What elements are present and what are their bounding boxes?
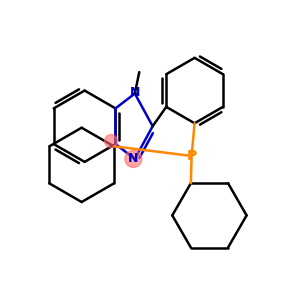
- Text: N: N: [128, 152, 139, 165]
- Circle shape: [104, 134, 118, 148]
- Text: P: P: [187, 149, 197, 163]
- Text: N: N: [130, 85, 140, 98]
- Circle shape: [125, 150, 142, 167]
